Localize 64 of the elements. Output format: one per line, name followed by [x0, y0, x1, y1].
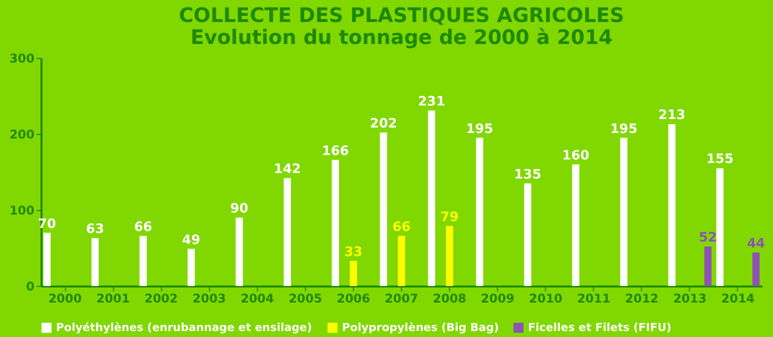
bar	[380, 132, 388, 286]
data-label: 142	[274, 162, 301, 178]
bar	[188, 248, 195, 286]
data-label: 155	[706, 152, 734, 168]
data-label: 90	[230, 202, 248, 217]
bar	[524, 183, 532, 286]
text: COLLECTE DES PLASTIQUES AGRICOLES	[178, 3, 624, 27]
data-label: 49	[182, 232, 200, 248]
x-tick-label: 2005	[288, 292, 322, 306]
x-tick-label: 2006	[336, 292, 370, 306]
bar	[236, 218, 243, 286]
y-tick-label: 100	[9, 204, 34, 218]
x-tick-label: 2013	[673, 292, 707, 306]
legend-label: Polypropylènes (Big Bag)	[342, 320, 499, 334]
text: Evolution du tonnage de 2000 à 2014	[190, 25, 613, 49]
bar	[332, 160, 340, 286]
x-tick-label: 2002	[144, 292, 178, 306]
data-label: 66	[134, 220, 152, 235]
data-label: 213	[658, 108, 686, 124]
data-label: 135	[514, 167, 542, 182]
data-label: 79	[440, 210, 459, 225]
bar	[752, 252, 760, 286]
data-label: 231	[418, 94, 446, 110]
data-label: 202	[370, 116, 398, 132]
bar	[704, 246, 712, 286]
data-label: 166	[322, 144, 349, 159]
data-label: 33	[344, 244, 362, 260]
legend-label: Polyéthylènes (enrubannage et ensilage)	[56, 320, 312, 334]
data-label: 195	[466, 122, 494, 137]
bar	[350, 260, 358, 286]
bar	[620, 138, 628, 286]
y-tick-label: 0	[26, 280, 34, 294]
data-label: 66	[392, 220, 411, 235]
data-label: 52	[698, 230, 717, 246]
x-tick-label: 2009	[480, 292, 514, 306]
data-label: 195	[610, 122, 638, 137]
x-tick-label: 2012	[625, 292, 659, 306]
x-tick-label: 2003	[192, 292, 226, 306]
data-label: 44	[746, 236, 766, 252]
bar	[572, 164, 580, 286]
x-tick-label: 2004	[240, 292, 274, 306]
bar	[43, 232, 51, 286]
data-label: 70	[38, 216, 56, 232]
bar	[428, 110, 436, 286]
bar	[398, 236, 406, 286]
bar	[140, 236, 147, 286]
bar	[91, 238, 99, 286]
x-tick-label: 2008	[432, 292, 466, 306]
y-tick-label: 300	[9, 52, 34, 66]
legend-label: Ficelles et Filets (FIFU)	[528, 320, 672, 334]
bar	[446, 226, 454, 286]
data-label: 160	[562, 148, 590, 164]
data-label: 63	[86, 222, 104, 238]
bar	[284, 178, 291, 286]
bar	[716, 168, 724, 286]
bar	[476, 138, 484, 286]
x-tick-label: 2007	[384, 292, 418, 306]
x-tick-label: 2011	[577, 292, 610, 306]
x-tick-label: 2000	[48, 292, 82, 306]
x-tick-label: 2001	[96, 292, 130, 306]
x-tick-label: 2014	[721, 292, 755, 306]
y-tick-label: 200	[9, 128, 34, 142]
bar	[668, 124, 676, 286]
x-tick-label: 2010	[528, 292, 562, 306]
